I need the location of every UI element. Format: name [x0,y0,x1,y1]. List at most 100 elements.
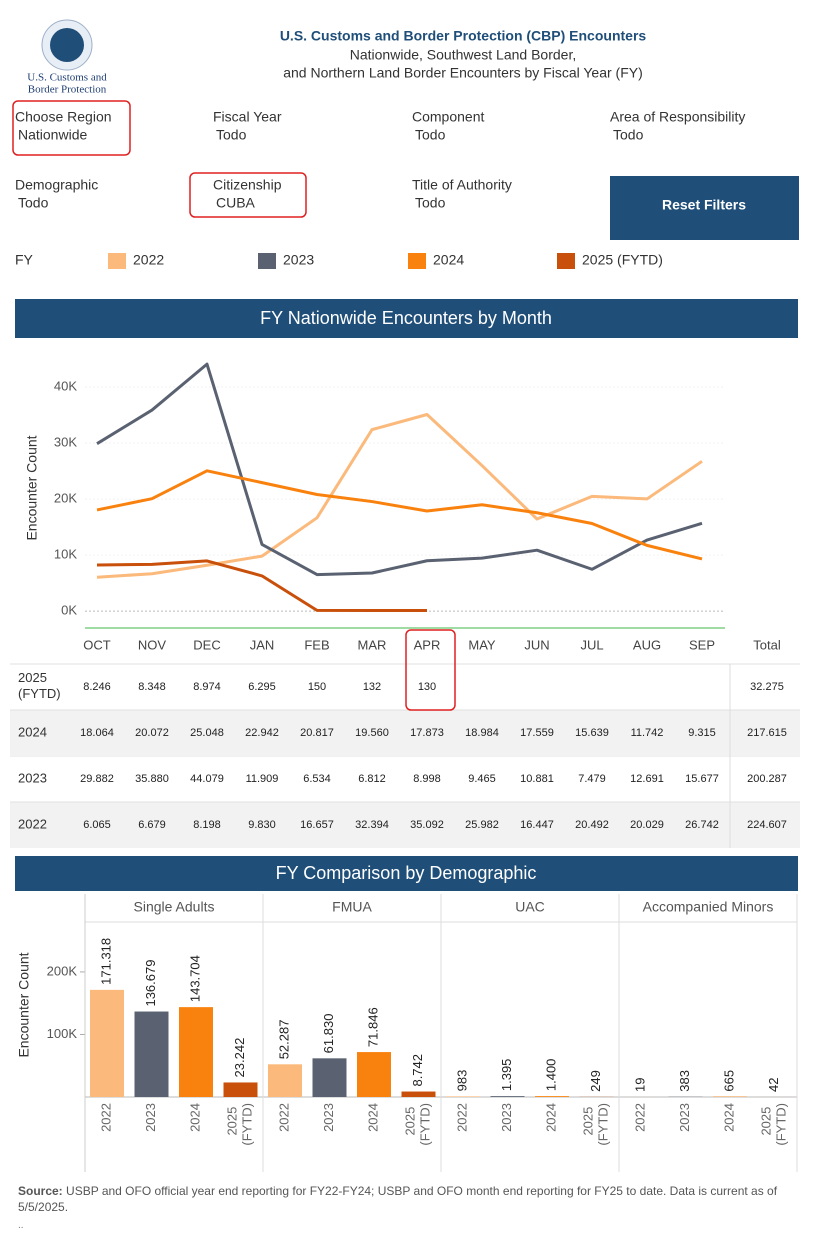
y-tick-label: 20K [54,491,77,506]
filter-label[interactable]: Title of Authority [412,177,512,193]
x-tick-label: MAR [358,637,387,652]
reset-button[interactable] [610,176,799,240]
source: Source: USBP and OFO official year end r… [18,1183,803,1215]
legend-swatch [108,253,126,269]
table-cell: 20.492 [575,819,609,831]
data-label: 171.318 [98,938,113,985]
data-label: 23.242 [232,1038,247,1078]
filter-value[interactable]: Todo [18,195,49,211]
filter-value[interactable]: Todo [613,127,644,143]
x-tick-label: APR [414,637,441,652]
data-label: 665 [721,1070,736,1092]
x-tick-label: SEP [689,637,715,652]
bar [490,1096,525,1097]
bar [90,989,124,1097]
row-label: 2022 [18,816,47,831]
data-label: 1.400 [543,1059,558,1092]
legend-title: FY [15,252,34,268]
bar [446,1096,480,1097]
table-cell: 9.465 [468,773,496,785]
filter-label[interactable]: Choose Region [15,109,112,125]
logo-text: Border Protection [28,84,107,96]
table-cell: 17.873 [410,727,444,739]
x-tick-label: JUL [580,637,603,652]
chart-title: FY Comparison by Demographic [276,863,537,883]
x-tick-label: 2023 [499,1103,514,1132]
data-label: 1.395 [499,1059,514,1092]
table-cell: 130 [418,681,436,693]
data-label: 983 [454,1070,469,1092]
table-cell: 17.559 [520,727,554,739]
table-total: 32.275 [750,681,784,693]
filter-value[interactable]: Todo [415,127,446,143]
content: Choose Region Nationwide Fiscal Year Todo Co… [10,109,800,1172]
x-tick-label: 2025 (FYTD) [581,1103,611,1146]
filter-label[interactable]: Fiscal Year [213,109,282,125]
table-cell: 9.315 [688,727,716,739]
table-cell: 16.447 [520,819,554,831]
bar [268,1064,302,1097]
table-cell: 7.479 [578,773,606,785]
bar [223,1082,258,1097]
x-tick-label: 2022 [454,1103,469,1132]
data-label: 42 [766,1078,781,1092]
filter-label[interactable]: Citizenship [213,177,282,193]
table-cell: 12.691 [630,773,664,785]
table-cell: 18.984 [465,727,499,739]
table-cell: 26.742 [685,819,719,831]
banner [15,856,798,891]
source-label: Source: [18,1184,63,1198]
y-tick-label: 0K [61,603,77,618]
x-tick-label: 2023 [321,1103,336,1132]
panel-title: Single Adults [134,899,215,915]
filter-value[interactable]: Todo [216,127,247,143]
filter-value[interactable]: Todo [415,195,446,211]
table-cell: 6.812 [358,773,386,785]
table-total: 200.287 [747,773,787,785]
x-tick-label: JAN [250,637,275,652]
table-cell: 6.534 [303,773,331,785]
bar [357,1052,391,1097]
table-cell: 19.560 [355,727,389,739]
x-tick-label: 2024 [187,1103,202,1132]
panel-title: FMUA [332,899,372,915]
logo-inner [50,28,84,62]
table-cell: 15.639 [575,727,609,739]
filter-value[interactable]: Nationwide [18,127,87,143]
subtitle: and Northern Land Border Encounters by F… [283,65,643,81]
table-cell: 8.998 [413,773,441,785]
y-axis-title: Encounter Count [24,435,40,540]
table-cell: 8.246 [83,681,111,693]
x-tick-label: 2022 [98,1103,113,1132]
table-cell: 8.348 [138,681,166,693]
table-total: 224.607 [747,819,787,831]
bar [535,1096,569,1097]
x-tick-label: 2022 [632,1103,647,1132]
table-cell: 20.072 [135,727,169,739]
logo-text: U.S. Customs and [27,72,107,84]
row-label: 2025 (FYTD) [18,671,61,702]
x-tick-label: AUG [633,637,661,652]
y-tick-label: 10K [54,547,77,562]
line-series [96,413,703,579]
x-tick-label: 2025 (FYTD) [225,1103,255,1146]
y-tick-label: 200K [47,963,78,978]
line-series [96,362,703,577]
table-total: 217.615 [747,727,787,739]
table-cell: 35.880 [135,773,169,785]
banner [15,299,798,338]
filter-label[interactable]: Area of Responsibility [610,109,745,125]
table-cell: 15.677 [685,773,719,785]
legend-label: 2025 (FYTD) [582,252,663,268]
table-cell: 150 [308,681,326,693]
x-tick-label: 2023 [143,1103,158,1132]
filter-label[interactable]: Demographic [15,177,98,193]
filter-value[interactable]: CUBA [216,195,256,211]
x-tick-label: 2024 [721,1103,736,1132]
highlight [12,100,131,156]
filter-label[interactable]: Component [412,109,484,125]
reset-label[interactable]: Reset Filters [662,197,746,213]
x-tick-label: FEB [304,637,329,652]
footnote: .. [18,1220,24,1231]
